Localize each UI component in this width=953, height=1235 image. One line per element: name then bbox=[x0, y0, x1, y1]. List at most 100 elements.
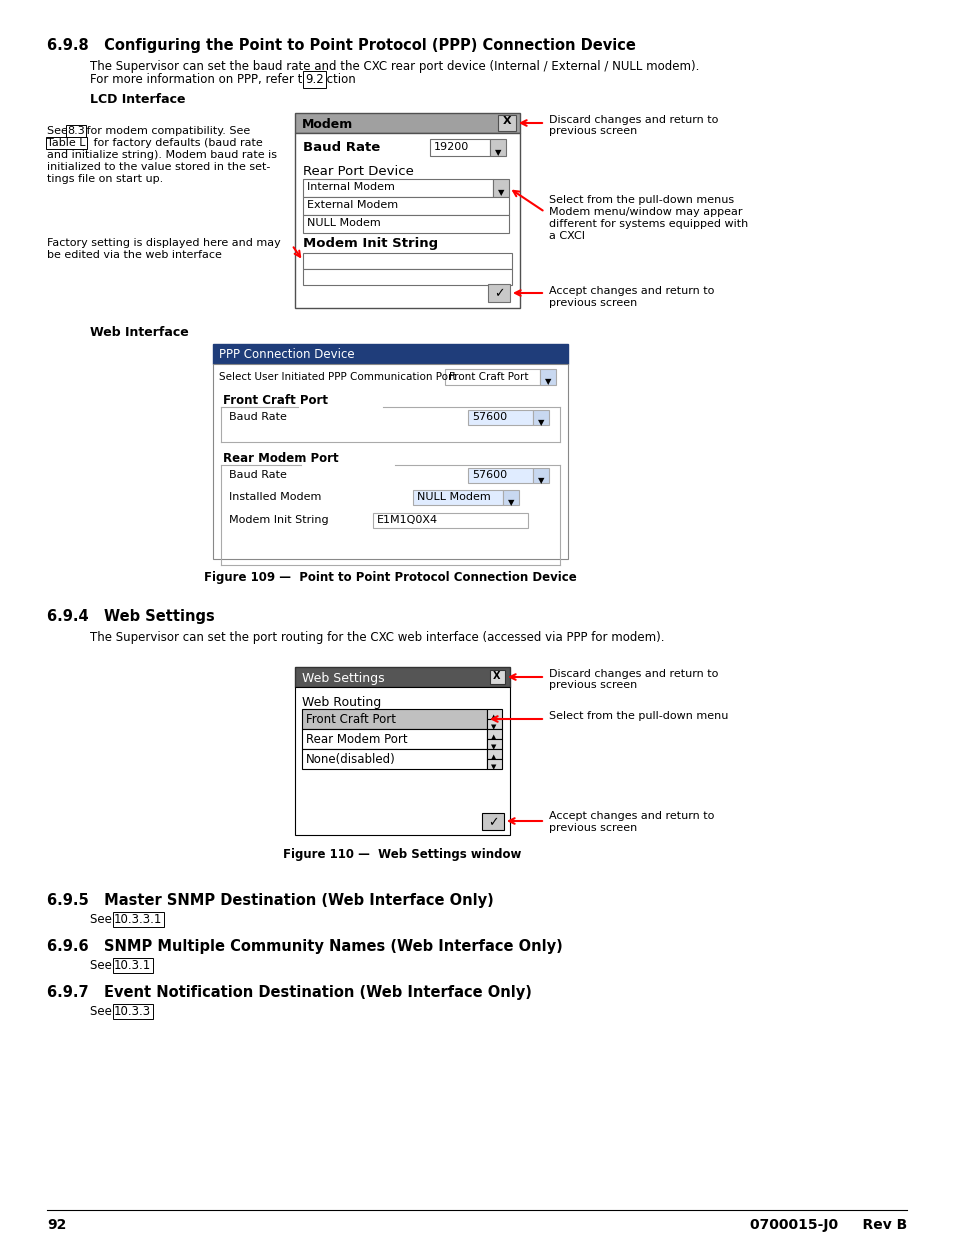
Bar bbox=[533, 468, 548, 483]
Text: Accept changes and return to: Accept changes and return to bbox=[548, 811, 714, 821]
Bar bbox=[486, 729, 501, 739]
Text: 57600: 57600 bbox=[472, 471, 507, 480]
Bar bbox=[303, 215, 509, 233]
Text: 6.9.4   Web Settings: 6.9.4 Web Settings bbox=[47, 609, 214, 624]
Text: and initialize string). Modem baud rate is: and initialize string). Modem baud rate … bbox=[47, 149, 276, 161]
Bar bbox=[481, 813, 503, 830]
Text: ▲: ▲ bbox=[491, 734, 497, 740]
Bar bbox=[213, 345, 567, 364]
Text: Front Craft Port: Front Craft Port bbox=[306, 713, 395, 726]
Text: Modem menu/window may appear: Modem menu/window may appear bbox=[548, 207, 741, 217]
Text: E1M1Q0X4: E1M1Q0X4 bbox=[376, 515, 437, 525]
Text: Figure 110 —  Web Settings window: Figure 110 — Web Settings window bbox=[282, 848, 520, 861]
Text: X: X bbox=[493, 671, 500, 680]
Text: 8.3: 8.3 bbox=[67, 126, 85, 136]
Text: NULL Modem: NULL Modem bbox=[307, 219, 380, 228]
Text: Modem Init String: Modem Init String bbox=[303, 237, 437, 249]
Text: previous screen: previous screen bbox=[548, 823, 637, 832]
Text: Front Craft Port: Front Craft Port bbox=[449, 372, 528, 382]
Text: NULL Modem: NULL Modem bbox=[416, 492, 490, 501]
Bar bbox=[294, 687, 510, 835]
Text: Web Routing: Web Routing bbox=[302, 697, 381, 709]
Bar bbox=[533, 410, 548, 425]
Text: Select from the pull-down menus: Select from the pull-down menus bbox=[548, 195, 734, 205]
Bar bbox=[303, 253, 512, 269]
Bar bbox=[302, 709, 486, 729]
Text: ▼: ▼ bbox=[537, 475, 543, 485]
Text: 0700015-J0     Rev B: 0700015-J0 Rev B bbox=[749, 1218, 906, 1233]
Text: LCD Interface: LCD Interface bbox=[90, 93, 185, 106]
Text: be edited via the web interface: be edited via the web interface bbox=[47, 249, 222, 261]
Text: previous screen: previous screen bbox=[548, 680, 637, 690]
Bar bbox=[488, 284, 510, 303]
Text: 92: 92 bbox=[47, 1218, 67, 1233]
Bar bbox=[302, 729, 486, 748]
Bar bbox=[490, 671, 504, 684]
Text: Baud Rate: Baud Rate bbox=[229, 412, 287, 422]
Bar bbox=[486, 709, 501, 719]
Text: 10.3.1: 10.3.1 bbox=[113, 960, 152, 972]
Text: previous screen: previous screen bbox=[548, 126, 637, 136]
Bar bbox=[303, 269, 512, 285]
Bar bbox=[497, 115, 516, 131]
Text: Internal Modem: Internal Modem bbox=[307, 182, 395, 191]
Text: tings file on start up.: tings file on start up. bbox=[47, 174, 163, 184]
Text: 10.3.3.1: 10.3.3.1 bbox=[113, 913, 162, 926]
Text: Rear Modem Port: Rear Modem Port bbox=[223, 452, 338, 466]
Bar bbox=[294, 112, 519, 133]
Bar bbox=[294, 133, 519, 308]
Bar bbox=[302, 748, 486, 769]
Text: Web Settings: Web Settings bbox=[302, 672, 384, 685]
Text: ▼: ▼ bbox=[495, 148, 500, 157]
Text: Baud Rate: Baud Rate bbox=[229, 471, 287, 480]
Text: a CXCI: a CXCI bbox=[548, 231, 584, 241]
Bar bbox=[213, 364, 567, 559]
Text: 6.9.6   SNMP Multiple Community Names (Web Interface Only): 6.9.6 SNMP Multiple Community Names (Web… bbox=[47, 939, 562, 953]
Text: Select from the pull-down menu: Select from the pull-down menu bbox=[548, 711, 727, 721]
Text: See: See bbox=[47, 126, 71, 136]
Text: See: See bbox=[90, 1005, 115, 1018]
Text: 9.2: 9.2 bbox=[305, 73, 323, 86]
Text: See: See bbox=[90, 960, 115, 972]
Text: 6.9.8   Configuring the Point to Point Protocol (PPP) Connection Device: 6.9.8 Configuring the Point to Point Pro… bbox=[47, 38, 636, 53]
Bar bbox=[468, 410, 533, 425]
Text: Rear Port Device: Rear Port Device bbox=[303, 165, 414, 178]
Text: Web Interface: Web Interface bbox=[90, 326, 189, 338]
Text: Accept changes and return to: Accept changes and return to bbox=[548, 287, 714, 296]
Bar bbox=[468, 468, 533, 483]
Text: Rear Modem Port: Rear Modem Port bbox=[306, 734, 407, 746]
Bar bbox=[430, 140, 490, 156]
Text: initialized to the value stored in the set-: initialized to the value stored in the s… bbox=[47, 162, 270, 172]
Bar bbox=[303, 198, 509, 215]
Text: Figure 109 —  Point to Point Protocol Connection Device: Figure 109 — Point to Point Protocol Con… bbox=[203, 571, 576, 584]
Text: ▼: ▼ bbox=[537, 417, 543, 427]
Text: Factory setting is displayed here and may: Factory setting is displayed here and ma… bbox=[47, 238, 280, 248]
Text: 6.9.7   Event Notification Destination (Web Interface Only): 6.9.7 Event Notification Destination (We… bbox=[47, 986, 532, 1000]
Text: ▲: ▲ bbox=[491, 714, 497, 720]
Text: Discard changes and return to: Discard changes and return to bbox=[548, 115, 718, 125]
Text: 57600: 57600 bbox=[472, 412, 507, 422]
Text: Table L: Table L bbox=[47, 138, 86, 148]
Bar bbox=[413, 490, 502, 505]
Bar bbox=[486, 748, 501, 760]
Bar bbox=[303, 179, 493, 198]
Text: Discard changes and return to: Discard changes and return to bbox=[548, 669, 718, 679]
Text: Modem Init String: Modem Init String bbox=[229, 515, 328, 525]
Bar bbox=[490, 140, 505, 156]
Text: previous screen: previous screen bbox=[548, 298, 637, 308]
Bar bbox=[294, 667, 510, 687]
Text: for factory defaults (baud rate: for factory defaults (baud rate bbox=[90, 138, 262, 148]
Text: See: See bbox=[90, 913, 115, 926]
Text: 6.9.5   Master SNMP Destination (Web Interface Only): 6.9.5 Master SNMP Destination (Web Inter… bbox=[47, 893, 494, 908]
Text: ▲: ▲ bbox=[491, 755, 497, 760]
Text: For more information on PPP, refer to section: For more information on PPP, refer to se… bbox=[90, 73, 359, 86]
Text: Select User Initiated PPP Communication Port: Select User Initiated PPP Communication … bbox=[219, 372, 456, 382]
Text: Baud Rate: Baud Rate bbox=[303, 141, 380, 154]
Bar bbox=[486, 760, 501, 769]
Text: The Supervisor can set the port routing for the CXC web interface (accessed via : The Supervisor can set the port routing … bbox=[90, 631, 664, 643]
Text: Installed Modem: Installed Modem bbox=[229, 492, 321, 501]
Bar bbox=[486, 739, 501, 748]
Text: for modem compatibility. See: for modem compatibility. See bbox=[83, 126, 250, 136]
Text: ▼: ▼ bbox=[491, 764, 497, 769]
Bar bbox=[539, 369, 556, 385]
